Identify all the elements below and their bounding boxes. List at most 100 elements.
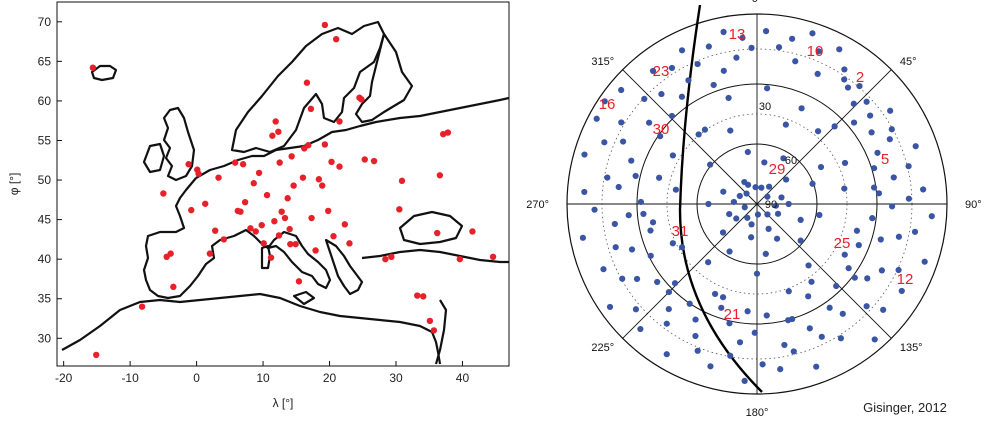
polar-point (669, 152, 676, 159)
polar-point (658, 90, 665, 98)
y-axis-label: φ [°] (7, 173, 21, 196)
polar-point (581, 151, 588, 158)
polar-point (692, 316, 699, 323)
polar-point (649, 67, 657, 75)
polar-point (789, 35, 796, 42)
map-point (308, 214, 315, 222)
polar-point (637, 198, 645, 206)
polar-point (593, 115, 600, 122)
map-point (325, 207, 332, 215)
polar-point (837, 335, 845, 342)
polar-point (758, 184, 765, 191)
polar-point (874, 149, 881, 156)
map-point (388, 253, 395, 260)
map-point (284, 195, 291, 202)
x-tick-label: -10 (121, 371, 139, 385)
polar-point (920, 186, 927, 193)
polar-point (871, 336, 878, 343)
polar-point (763, 312, 770, 319)
map-point (290, 182, 297, 189)
map-point (215, 174, 222, 181)
polar-point (663, 320, 670, 327)
polar-point (645, 119, 653, 126)
polar-point (814, 128, 822, 135)
polar-point (809, 180, 816, 187)
polar-point (668, 64, 676, 72)
polar-point (618, 119, 625, 126)
polar-point (870, 165, 878, 172)
polar-point (678, 244, 686, 251)
polar-point (831, 123, 838, 130)
polar-point (845, 265, 852, 272)
y-tick-label: 60 (38, 94, 52, 108)
track-curve (678, 4, 763, 393)
polar-point (890, 174, 897, 181)
map-point (295, 278, 303, 285)
scandinavia-coast (230, 20, 386, 154)
polar-point (869, 215, 876, 222)
map-point (250, 180, 257, 187)
polar-point (656, 174, 663, 181)
polar-point (685, 77, 692, 84)
polar-point (739, 34, 746, 41)
polar-point (778, 194, 785, 201)
polar-point (618, 86, 625, 94)
polar-point (611, 220, 618, 228)
map-point (212, 227, 219, 234)
map-point (185, 161, 192, 168)
britain-coast (162, 106, 196, 182)
map-point (93, 351, 100, 359)
map-point (361, 156, 368, 163)
polar-point (725, 94, 732, 102)
polar-point (736, 192, 743, 200)
map-point (288, 153, 295, 160)
map-point (272, 118, 279, 125)
map-point (303, 79, 311, 86)
polar-angle-label: 225° (591, 342, 614, 354)
map-point (430, 327, 438, 334)
polar-point (766, 183, 773, 190)
polar-point (719, 294, 727, 301)
polar-point (836, 46, 843, 53)
polar-point (694, 60, 701, 68)
map-point (382, 255, 389, 263)
sardinia-coast (260, 244, 272, 270)
polar-point (833, 282, 840, 290)
polar-point (888, 203, 896, 210)
map-point (263, 191, 271, 199)
map-point (260, 240, 267, 247)
polar-grid (566, 13, 948, 395)
map-point (328, 158, 335, 166)
map-point (252, 228, 259, 235)
polar-point (774, 210, 782, 217)
map-point (202, 200, 209, 207)
satellite-label: 13 (729, 26, 746, 43)
turkey-coast (361, 248, 509, 264)
polar-point (877, 236, 884, 243)
x-tick-label: 40 (456, 371, 470, 385)
polar-point (777, 366, 784, 373)
map-point (336, 118, 343, 125)
satellite-label: 12 (897, 271, 914, 288)
map-point (138, 303, 146, 310)
polar-point (813, 363, 820, 370)
x-tick-label: 0 (193, 371, 200, 385)
polar-angle-label: 315° (591, 56, 614, 68)
credit-text: Gisinger, 2012 (863, 400, 947, 415)
polar-point (841, 76, 848, 83)
y-tick-label: 45 (38, 213, 52, 227)
polar-angle-label: 0° (752, 0, 763, 5)
satellite-label: 5 (881, 151, 889, 168)
polar-point (601, 139, 608, 146)
polar-point (806, 325, 813, 332)
polar-point (632, 306, 640, 313)
polar-point (633, 275, 641, 283)
polar-point (868, 129, 875, 136)
polar-point (783, 176, 790, 183)
polar-point (686, 300, 693, 307)
polar-point (647, 252, 654, 259)
polar-point (581, 188, 588, 196)
map-point (414, 292, 421, 299)
map-point (307, 105, 315, 113)
map-point (301, 145, 308, 152)
